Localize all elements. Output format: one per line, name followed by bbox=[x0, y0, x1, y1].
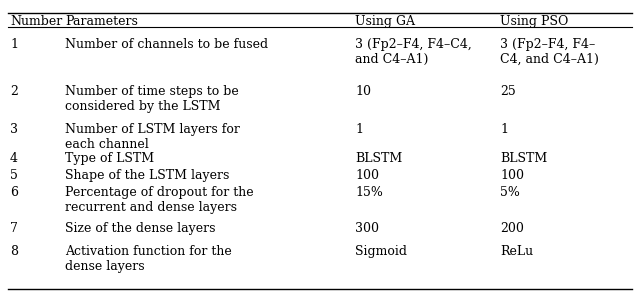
Text: Shape of the LSTM layers: Shape of the LSTM layers bbox=[65, 169, 229, 182]
Text: 200: 200 bbox=[500, 222, 524, 235]
Text: Using PSO: Using PSO bbox=[500, 15, 568, 28]
Text: 1: 1 bbox=[355, 123, 363, 136]
Text: 2: 2 bbox=[10, 85, 18, 98]
Text: ReLu: ReLu bbox=[500, 245, 533, 258]
Text: 5%: 5% bbox=[500, 186, 520, 199]
Text: 5: 5 bbox=[10, 169, 18, 182]
Text: 1: 1 bbox=[10, 38, 18, 51]
Text: 15%: 15% bbox=[355, 186, 383, 199]
Text: 100: 100 bbox=[355, 169, 379, 182]
Text: Activation function for the
dense layers: Activation function for the dense layers bbox=[65, 245, 232, 273]
Text: 300: 300 bbox=[355, 222, 379, 235]
Text: Number of time steps to be
considered by the LSTM: Number of time steps to be considered by… bbox=[65, 85, 239, 113]
Text: BLSTM: BLSTM bbox=[500, 152, 547, 165]
Text: 25: 25 bbox=[500, 85, 516, 98]
Text: 3: 3 bbox=[10, 123, 18, 136]
Text: Using GA: Using GA bbox=[355, 15, 415, 28]
Text: 3 (Fp2–F4, F4–
C4, and C4–A1): 3 (Fp2–F4, F4– C4, and C4–A1) bbox=[500, 38, 599, 66]
Text: Size of the dense layers: Size of the dense layers bbox=[65, 222, 216, 235]
Text: Parameters: Parameters bbox=[65, 15, 138, 28]
Text: Type of LSTM: Type of LSTM bbox=[65, 152, 154, 165]
Text: Number: Number bbox=[10, 15, 62, 28]
Text: 8: 8 bbox=[10, 245, 18, 258]
Text: 3 (Fp2–F4, F4–C4,
and C4–A1): 3 (Fp2–F4, F4–C4, and C4–A1) bbox=[355, 38, 472, 66]
Text: 100: 100 bbox=[500, 169, 524, 182]
Text: Sigmoid: Sigmoid bbox=[355, 245, 407, 258]
Text: Number of LSTM layers for
each channel: Number of LSTM layers for each channel bbox=[65, 123, 240, 151]
Text: 6: 6 bbox=[10, 186, 18, 199]
Text: BLSTM: BLSTM bbox=[355, 152, 403, 165]
Text: 1: 1 bbox=[500, 123, 508, 136]
Text: 10: 10 bbox=[355, 85, 371, 98]
Text: 7: 7 bbox=[10, 222, 18, 235]
Text: Percentage of dropout for the
recurrent and dense layers: Percentage of dropout for the recurrent … bbox=[65, 186, 253, 214]
Text: Number of channels to be fused: Number of channels to be fused bbox=[65, 38, 268, 51]
Text: 4: 4 bbox=[10, 152, 18, 165]
